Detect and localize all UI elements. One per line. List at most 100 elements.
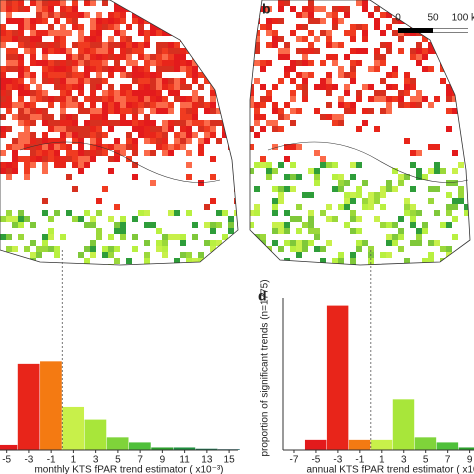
- map-cell: [290, 60, 296, 66]
- map-cell: [84, 0, 90, 6]
- map-cell: [290, 96, 296, 102]
- map-cell: [180, 120, 186, 126]
- map-cell: [314, 168, 320, 174]
- map-cell: [54, 36, 60, 42]
- map-cell: [42, 54, 48, 60]
- map-cell: [416, 48, 422, 54]
- map-cell: [18, 132, 24, 138]
- map-cell: [60, 48, 66, 54]
- map-cell: [350, 60, 356, 66]
- map-cell: [126, 84, 132, 90]
- map-cell: [368, 84, 374, 90]
- map-cell: [126, 96, 132, 102]
- map-boundary: [19, 141, 221, 183]
- map-cell: [66, 102, 72, 108]
- map-cell: [0, 258, 6, 264]
- map-cell: [60, 24, 66, 30]
- map-cell: [108, 252, 114, 258]
- map-cell: [374, 90, 380, 96]
- map-cell: [374, 66, 380, 72]
- map-cell: [108, 234, 114, 240]
- map-cell: [222, 6, 228, 12]
- map-cell: [326, 54, 332, 60]
- map-cell: [338, 258, 344, 264]
- map-cell: [78, 78, 84, 84]
- map-cell: [30, 240, 36, 246]
- map-cell: [210, 228, 216, 234]
- map-cell: [138, 132, 144, 138]
- map-cell: [72, 216, 78, 222]
- map-cell: [198, 6, 204, 12]
- map-cell: [250, 30, 254, 36]
- map-cell: [398, 234, 404, 240]
- map-cell: [18, 114, 24, 120]
- map-cell: [222, 66, 228, 72]
- map-cell: [24, 114, 30, 120]
- map-cell: [302, 192, 308, 198]
- map-cell: [250, 0, 254, 6]
- map-cell: [168, 24, 174, 30]
- map-cell: [0, 30, 6, 36]
- map-cell: [422, 228, 428, 234]
- map-cell: [66, 66, 72, 72]
- map-cell: [78, 108, 84, 114]
- map-cell: [120, 150, 126, 156]
- map-cell: [54, 120, 60, 126]
- map-cell: [12, 18, 18, 24]
- map-cell: [296, 60, 302, 66]
- map-cell: [386, 42, 392, 48]
- map-cell: [278, 246, 284, 252]
- map-cell: [0, 114, 6, 120]
- map-cell: [470, 0, 474, 6]
- map-cell: [96, 120, 102, 126]
- map-cell: [228, 24, 234, 30]
- map-cell: [314, 18, 320, 24]
- map-cell: [84, 72, 90, 78]
- map-cell: [54, 210, 60, 216]
- map-cell: [96, 60, 102, 66]
- map-cell: [30, 48, 36, 54]
- map-cell: [222, 108, 228, 114]
- map-cell: [150, 72, 156, 78]
- map-cell: [168, 102, 174, 108]
- map-cell: [180, 6, 186, 12]
- map-cell: [72, 114, 78, 120]
- map-cell: [410, 216, 416, 222]
- map-cell: [254, 78, 260, 84]
- map-cell: [168, 150, 174, 156]
- map-cell: [198, 60, 204, 66]
- map-cell: [314, 180, 320, 186]
- map-cell: [440, 36, 446, 42]
- map-cell: [446, 48, 452, 54]
- map-cell: [422, 36, 428, 42]
- map-cell: [6, 258, 12, 264]
- map-cell: [174, 258, 180, 264]
- map-cell: [204, 36, 210, 42]
- map-cell: [278, 114, 284, 120]
- map-cell: [284, 228, 290, 234]
- map-cell: [138, 90, 144, 96]
- map-cell: [0, 150, 6, 156]
- x-tick-label: 9: [467, 455, 473, 466]
- map-cell: [168, 48, 174, 54]
- map-cell: [464, 6, 470, 12]
- map-cell: [204, 138, 210, 144]
- map-cell: [452, 96, 458, 102]
- map-cell: [96, 228, 102, 234]
- map-cell: [338, 264, 344, 265]
- map-cell: [192, 30, 198, 36]
- map-cell: [374, 18, 380, 24]
- map-cell: [96, 150, 102, 156]
- map-cell: [228, 126, 234, 132]
- map-cell: [108, 144, 114, 150]
- map-cell: [30, 90, 36, 96]
- map-cell: [102, 66, 108, 72]
- map-cell: [320, 6, 326, 12]
- map-cell: [198, 126, 204, 132]
- map-cell: [138, 30, 144, 36]
- map-cell: [320, 18, 326, 24]
- map-cell: [290, 30, 296, 36]
- map-cell: [114, 120, 120, 126]
- map-cell: [156, 144, 162, 150]
- map-cell: [12, 60, 18, 66]
